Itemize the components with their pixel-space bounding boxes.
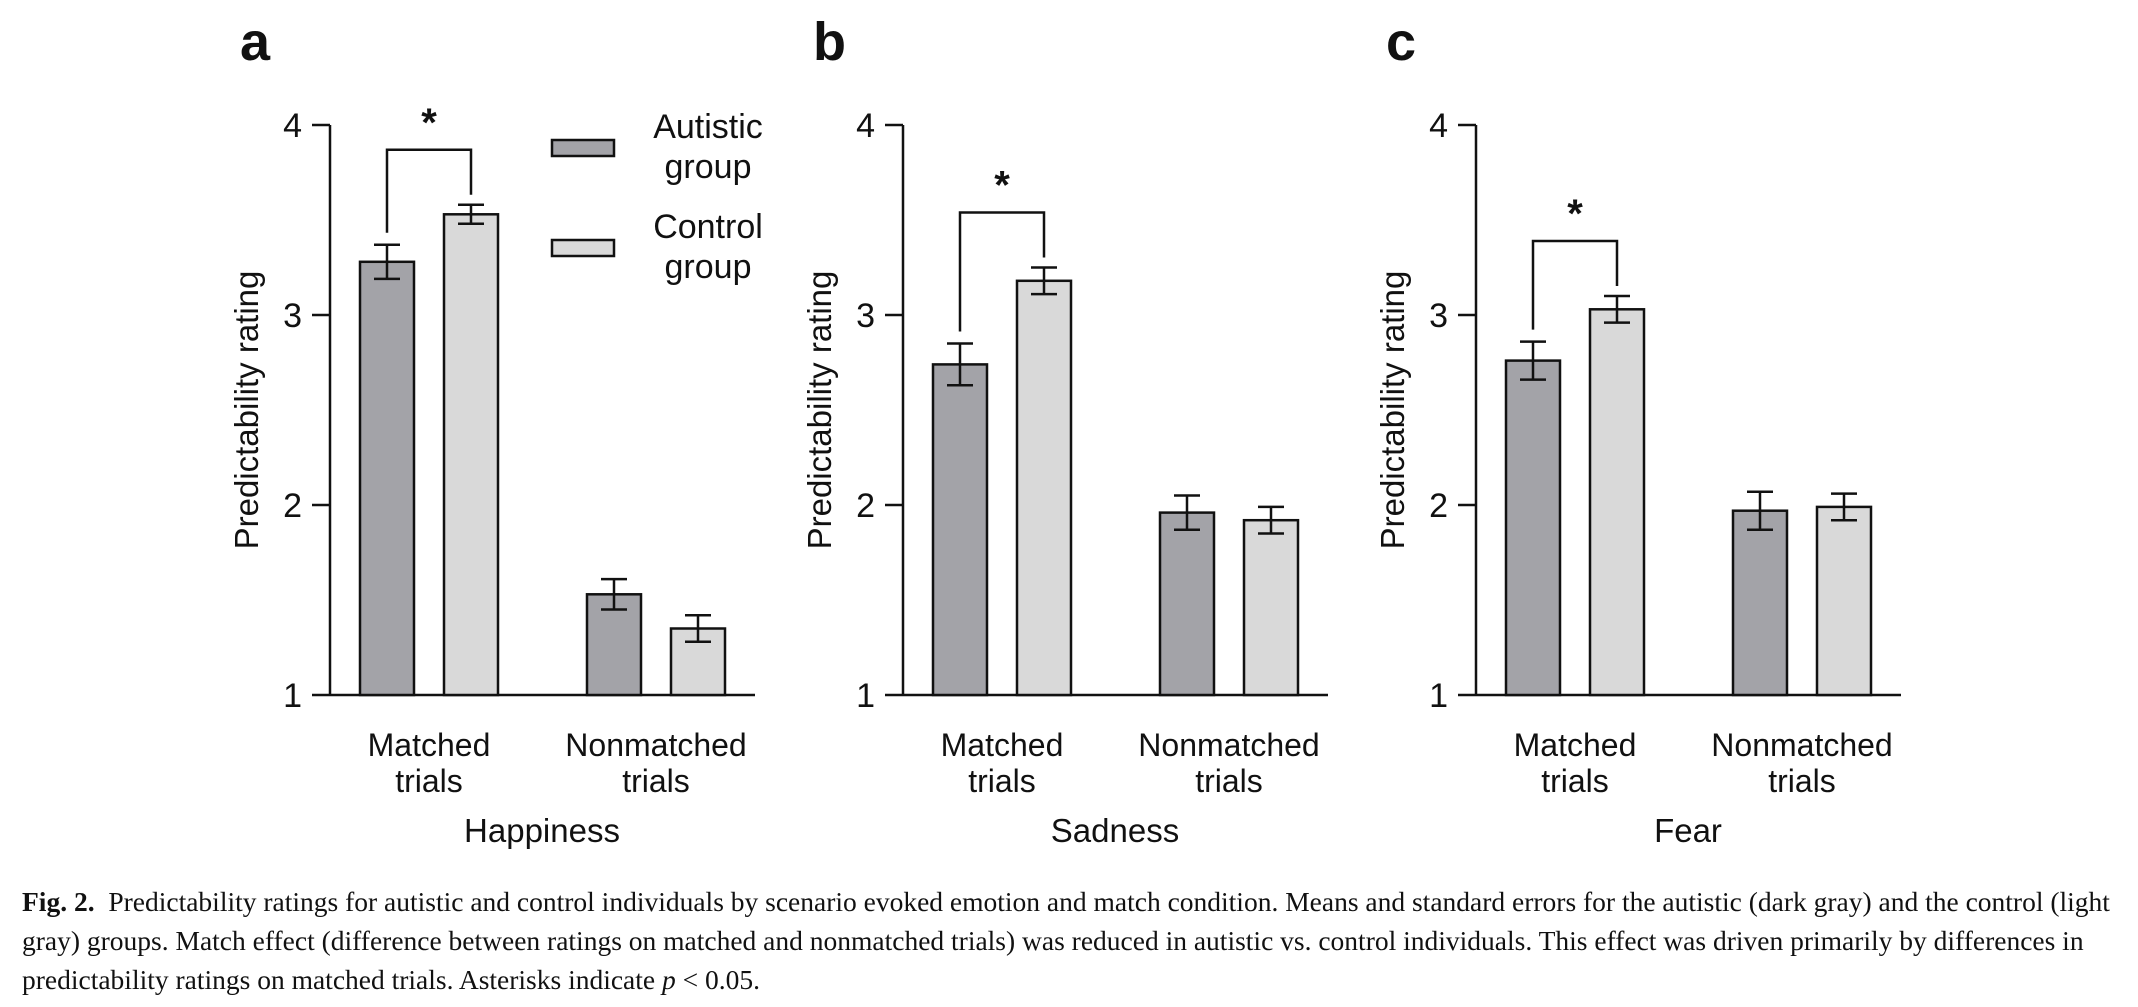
y-tick-label: 4 bbox=[283, 107, 302, 145]
figure-caption: Fig. 2. Predictability ratings for autis… bbox=[22, 882, 2122, 999]
emotion-label: Sadness bbox=[1051, 812, 1179, 849]
y-tick-label: 3 bbox=[283, 297, 302, 335]
panel-letter: c bbox=[1386, 12, 1416, 72]
figure-2: a 1 2 3 4 Predictability rating Matched trials N… bbox=[228, 12, 1901, 849]
bar bbox=[1242, 518, 1300, 697]
y-axis-label: Predictability rating bbox=[228, 271, 265, 550]
category-label: Matched trials bbox=[368, 727, 491, 799]
bar bbox=[442, 213, 500, 697]
y-tick-label: 2 bbox=[856, 487, 875, 525]
panel-letter: b bbox=[813, 12, 846, 72]
legend-label: Control group bbox=[653, 208, 763, 286]
y-tick-label: 2 bbox=[283, 487, 302, 525]
significance-star: * bbox=[1567, 192, 1583, 236]
y-tick-label: 1 bbox=[1429, 677, 1448, 715]
legend-swatch bbox=[550, 238, 616, 258]
significance-bracket bbox=[958, 211, 1046, 332]
panel-a: a 1 2 3 4 Predictability rating Matched trials N… bbox=[228, 12, 763, 849]
bar bbox=[1815, 505, 1873, 697]
significance-star: * bbox=[994, 164, 1010, 208]
category-label: Matched trials bbox=[1514, 727, 1637, 799]
y-tick-label: 3 bbox=[1429, 297, 1448, 335]
significance-bracket bbox=[385, 148, 473, 233]
legend-swatch bbox=[550, 138, 616, 158]
category-label: Nonmatched trials bbox=[1711, 727, 1892, 799]
emotion-label: Fear bbox=[1654, 812, 1722, 849]
y-tick-label: 1 bbox=[856, 677, 875, 715]
y-axis-label: Predictability rating bbox=[1374, 271, 1411, 550]
emotion-label: Happiness bbox=[464, 812, 620, 849]
bar bbox=[358, 260, 416, 697]
caption-p-symbol: p bbox=[661, 964, 676, 995]
caption-threshold: < 0.05. bbox=[682, 964, 760, 995]
significance-star: * bbox=[421, 101, 437, 145]
significance-bracket bbox=[1531, 239, 1619, 330]
bar bbox=[1158, 511, 1216, 697]
legend-label: Autistic group bbox=[653, 108, 763, 186]
y-tick-label: 4 bbox=[1429, 107, 1448, 145]
bar bbox=[585, 593, 643, 697]
category-label: Matched trials bbox=[941, 727, 1064, 799]
y-tick-label: 2 bbox=[1429, 487, 1448, 525]
bar bbox=[1731, 509, 1789, 697]
category-label: Nonmatched trials bbox=[1138, 727, 1319, 799]
panel-b: b 1 2 3 4 Predictability rating Matched trials N… bbox=[801, 12, 1328, 849]
figure-number: Fig. 2. bbox=[22, 886, 95, 917]
y-tick-label: 3 bbox=[856, 297, 875, 335]
bar bbox=[1588, 308, 1646, 697]
bar bbox=[1015, 279, 1073, 697]
y-tick-label: 4 bbox=[856, 107, 875, 145]
panel-letter: a bbox=[240, 12, 271, 72]
y-tick-label: 1 bbox=[283, 677, 302, 715]
category-label: Nonmatched trials bbox=[565, 727, 746, 799]
bar bbox=[931, 363, 989, 697]
panel-c: c 1 2 3 4 Predictability rating Matched trials N… bbox=[1374, 12, 1901, 849]
caption-text: Predictability ratings for autistic and … bbox=[22, 886, 2110, 995]
bar bbox=[1504, 359, 1562, 697]
y-axis-label: Predictability rating bbox=[801, 271, 838, 550]
